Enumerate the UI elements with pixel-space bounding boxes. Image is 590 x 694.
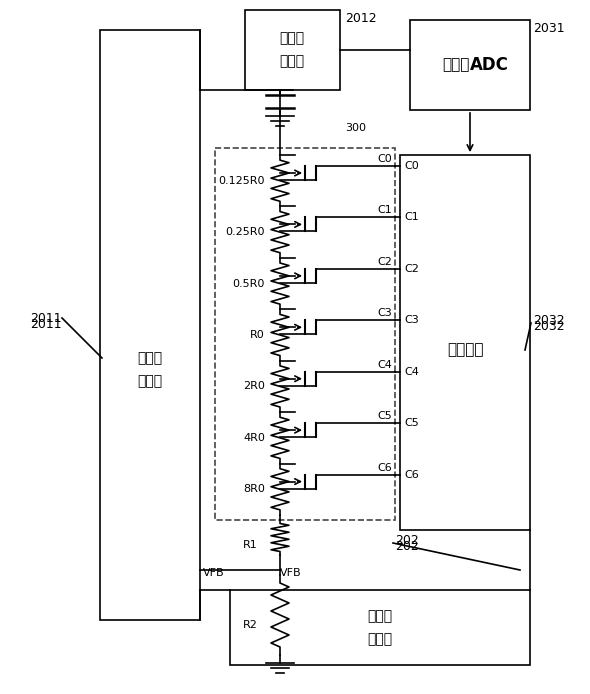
Text: R0: R0 xyxy=(250,330,265,340)
Bar xyxy=(410,20,530,110)
Text: 300: 300 xyxy=(345,123,366,133)
Text: ADC: ADC xyxy=(470,56,509,74)
Text: 2012: 2012 xyxy=(345,12,376,25)
Text: C6: C6 xyxy=(377,463,392,473)
Text: 校准模块: 校准模块 xyxy=(447,343,483,357)
Text: C0: C0 xyxy=(377,154,392,164)
Bar xyxy=(245,10,340,90)
Text: C1: C1 xyxy=(377,205,392,215)
Text: 2031: 2031 xyxy=(533,22,565,35)
Bar xyxy=(100,30,200,620)
Text: R1: R1 xyxy=(243,540,258,550)
Text: C1: C1 xyxy=(404,212,419,223)
Text: C3: C3 xyxy=(377,308,392,319)
Text: R2: R2 xyxy=(243,620,258,630)
Text: 0.25R0: 0.25R0 xyxy=(225,227,265,237)
Text: 0.125R0: 0.125R0 xyxy=(218,176,265,186)
Text: 电压反
馈模块: 电压反 馈模块 xyxy=(368,609,392,646)
Text: C3: C3 xyxy=(404,315,419,325)
Text: 0.5R0: 0.5R0 xyxy=(232,278,265,289)
Text: 2032: 2032 xyxy=(533,320,565,333)
Text: C4: C4 xyxy=(404,366,419,377)
Bar xyxy=(215,148,395,520)
Text: C2: C2 xyxy=(377,257,392,267)
Text: 高精度: 高精度 xyxy=(442,58,470,72)
Text: C4: C4 xyxy=(377,359,392,370)
Text: 2011: 2011 xyxy=(30,312,61,325)
Text: 202: 202 xyxy=(395,540,419,553)
Text: 8R0: 8R0 xyxy=(243,484,265,494)
Text: C5: C5 xyxy=(404,418,419,428)
Bar xyxy=(400,155,530,530)
Text: 2032: 2032 xyxy=(533,314,565,326)
Text: 2011: 2011 xyxy=(30,318,61,331)
Text: C5: C5 xyxy=(377,411,392,421)
Text: 恒流充
电单元: 恒流充 电单元 xyxy=(280,32,304,69)
Text: VFB: VFB xyxy=(280,568,301,578)
Text: VFB: VFB xyxy=(203,568,225,578)
Text: C2: C2 xyxy=(404,264,419,274)
Text: C6: C6 xyxy=(404,470,419,480)
Text: C0: C0 xyxy=(404,161,419,171)
Text: 恒压充
电单元: 恒压充 电单元 xyxy=(137,352,163,389)
Bar xyxy=(230,590,530,665)
Text: 202: 202 xyxy=(395,534,419,546)
Text: 2R0: 2R0 xyxy=(243,382,265,391)
Text: 4R0: 4R0 xyxy=(243,433,265,443)
